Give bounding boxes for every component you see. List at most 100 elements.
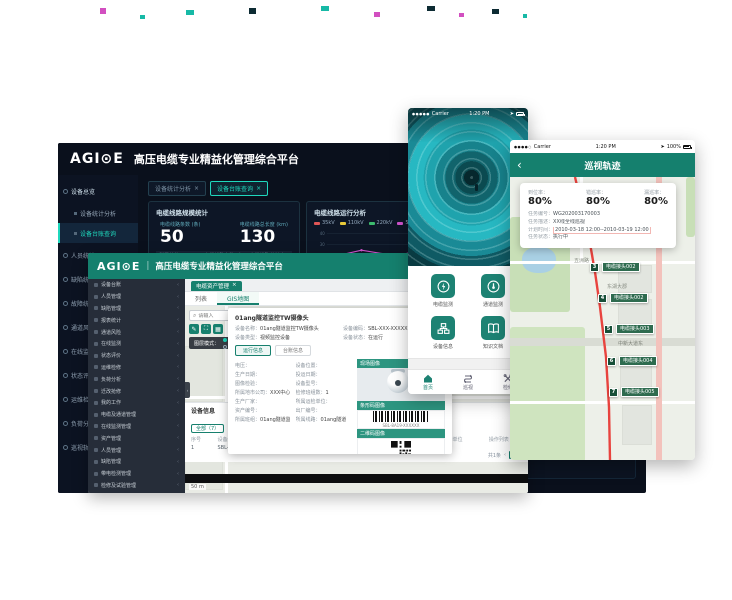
sidebar-item[interactable]: 报表统计 ‹ (88, 314, 185, 326)
sidebar-item[interactable]: 设备总览 › (58, 179, 138, 203)
sidebar-item[interactable]: 负荷分析 ‹ (88, 373, 185, 385)
back-button[interactable]: ‹ (517, 158, 522, 172)
sidebar-item-label: 状态评价 (71, 372, 96, 380)
sidebar-item[interactable]: 缺陷管理 ‹ (88, 303, 185, 315)
map-marker[interactable]: 6 电缆接头004 (607, 356, 657, 366)
close-icon[interactable]: × (232, 282, 237, 288)
sidebar-item[interactable]: 人员管理 ‹ (88, 291, 185, 303)
app-cable-monitoring[interactable]: 电缆监测 (418, 274, 468, 308)
radio-dot-icon (223, 337, 228, 342)
battery-icon (516, 112, 525, 116)
prev-page-button[interactable]: ‹ (504, 452, 506, 458)
chevron-icon: ‹ (177, 281, 179, 288)
sidebar-item[interactable]: 检修及试验管理 ‹ (88, 480, 185, 492)
sidebar-collapse-handle[interactable]: ‹ (185, 382, 190, 398)
menu-icon (63, 348, 68, 354)
search-input[interactable] (198, 312, 245, 319)
location-arrow-icon: ➤ (660, 143, 665, 150)
field-label: 所属班组： (235, 417, 261, 423)
sidebar-item[interactable]: 缺陷管理 ‹ (88, 456, 185, 468)
menu-icon (94, 365, 98, 370)
sidebar-item[interactable]: 运维检修 ‹ (88, 362, 185, 374)
app-grid: 电缆监测 通道监测 设备信息 知识文档 (408, 266, 528, 358)
gis-map[interactable]: 50 m ⌕ ✎ ⛶ ▦ 图层模式： 极简卫星图 ‹ (185, 306, 528, 493)
field-label: 图像检验： (235, 381, 261, 387)
barcode-section: SBL-8A19-XXXXXX (357, 410, 445, 429)
sidebar-item[interactable]: 迁改抢修 ‹ (88, 385, 185, 397)
field-label: 检修班组数： (295, 390, 326, 396)
chevron-icon: ‹ (177, 447, 179, 454)
table-cell: 1 (191, 445, 195, 451)
field-label: 投运日期： (295, 372, 321, 378)
tab-home[interactable]: 首页 (423, 374, 433, 391)
modal-tab[interactable]: 运行信息 (235, 345, 272, 356)
task-info-line: 任务编号：WG202003170003 (528, 211, 668, 219)
sidebar-item-label: 设备台账 (101, 282, 122, 289)
app-channel-monitoring[interactable]: 通道监测 (468, 274, 518, 308)
map-marker[interactable]: 3 电缆接头002 (590, 262, 640, 272)
menu-icon (94, 459, 98, 464)
sidebar-item[interactable]: 带电检测管理 ‹ (88, 468, 185, 480)
layers-icon[interactable]: ▦ (213, 324, 223, 334)
map-marker[interactable]: 4 电缆接头002 (598, 293, 648, 303)
map-marker[interactable]: 5 电缆接头003 (604, 324, 654, 334)
sparkle (374, 12, 380, 17)
modal-tab[interactable]: 台账信息 (275, 345, 312, 356)
sidebar-item[interactable]: 电缆及通道管理 ‹ (88, 409, 185, 421)
close-icon[interactable]: × (194, 185, 200, 192)
marker-label: 电缆接头004 (619, 356, 657, 366)
sidebar-item[interactable]: 在线监测管理 ‹ (88, 421, 185, 433)
sidebar-item[interactable]: 在线监测 ‹ (88, 338, 185, 350)
main-road (510, 338, 695, 346)
chevron-icon: ‹ (177, 364, 179, 371)
status-bar: ●●●●● Carrier 1:20 PM ➤ (408, 108, 528, 120)
clock: 1:20 PM (595, 143, 616, 150)
fullscreen-icon[interactable]: ⛶ (201, 324, 211, 334)
legend-item[interactable]: 110kV (339, 220, 364, 226)
edit-icon[interactable]: ✎ (189, 324, 199, 334)
legend-item[interactable]: 35kV (314, 220, 335, 226)
module-chip[interactable]: 电缆资产管理 × (191, 281, 242, 291)
patrol-map[interactable]: 五洲路 东湖大郡 中新大道东 3 电缆接头002 4 电缆接头002 5 电缆接头 (510, 177, 695, 460)
app-device-info[interactable]: 设备信息 (418, 316, 468, 350)
tab-chip[interactable]: 设备统计分析 × (148, 181, 207, 196)
search-icon: ⌕ (193, 311, 197, 319)
info-value: XX线全线巡视 (553, 218, 585, 225)
rate-value: 80% (528, 196, 552, 207)
sidebar-item[interactable]: 资产管理 ‹ (88, 432, 185, 444)
map-marker[interactable]: 7 电缆接头005 (609, 387, 659, 397)
view-tab[interactable]: GIS地图 (217, 292, 260, 305)
tab-patrol[interactable]: 巡视 (463, 374, 473, 391)
tab-chip[interactable]: 设备台账查询 × (210, 181, 269, 196)
map-tile-band (185, 474, 528, 483)
menu-icon (94, 377, 98, 382)
sidebar-item[interactable]: 设备台账查询 › (58, 223, 138, 243)
sidebar-item-label: 故障统计 (71, 300, 96, 308)
legend-item[interactable]: 220kV (368, 220, 392, 226)
stat: 电缆线路条数 (条) 50 (160, 221, 201, 248)
field-label: 所属线路： (295, 417, 321, 423)
menu-icon (94, 471, 98, 476)
field: 所属线路：01ang隧道 (296, 416, 351, 423)
field-value: 01ang隧道 (320, 417, 347, 423)
sidebar-item[interactable]: 设备台账 ‹ (88, 279, 185, 291)
filter-all-button[interactable]: 全部（7） (191, 424, 225, 433)
sidebar-item[interactable]: 通道风险 ‹ (88, 326, 185, 338)
sidebar-item[interactable]: 设备统计分析 › (58, 203, 138, 223)
sidebar-item[interactable]: 人员管理 ‹ (88, 444, 185, 456)
card-title: 电缆线路规模统计 (156, 209, 208, 217)
chevron-icon: ‹ (177, 458, 179, 465)
sidebar-item-label: 负荷分析 (101, 376, 122, 383)
sparkle (492, 9, 499, 14)
app-knowledge-docs[interactable]: 知识文档 (468, 316, 518, 350)
sidebar-item[interactable]: 我的工作 ‹ (88, 397, 185, 409)
close-icon[interactable]: × (256, 185, 262, 192)
field: 设备状态：在运行 (343, 334, 445, 341)
marker-label: 电缆接头002 (602, 262, 640, 272)
sidebar-item[interactable]: 状态评价 ‹ (88, 350, 185, 362)
view-tab[interactable]: 列表 (195, 296, 208, 303)
chevron-icon: ‹ (177, 293, 179, 300)
panel-title: 设备信息 (191, 408, 216, 415)
column-header: 维护单位 (442, 437, 463, 443)
